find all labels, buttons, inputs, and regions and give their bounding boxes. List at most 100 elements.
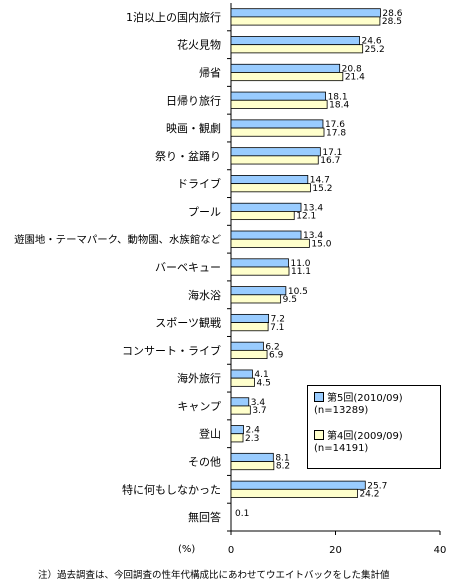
bar-s1-12 [230,341,264,351]
bar-s1-6 [230,175,309,185]
data-label-s1-7: 13.4 [303,203,323,213]
bar-s1-14 [230,397,250,407]
data-label-s1-4: 17.6 [325,120,345,130]
data-label-s1-14: 3.4 [251,398,266,408]
category-label-15: 登山 [199,427,221,441]
bar-s2-9 [230,266,290,276]
bar-s1-2 [230,63,341,73]
category-label-16: その他 [188,456,221,469]
legend: 第5回(2010/09) (n=13289) 第4回(2009/09) (n=1… [307,385,441,469]
bar-s2-5 [230,155,319,165]
bar-s2-1 [230,44,364,54]
data-label-s1-1: 24.6 [362,37,382,47]
data-label-s1-16: 8.1 [275,454,289,464]
category-label-14: キャンプ [177,400,221,413]
bar-s1-13 [230,369,253,379]
bar-s2-10 [230,294,282,304]
bar-s1-7 [230,202,302,212]
data-label-s1-3: 18.1 [328,92,348,102]
data-label-s1-11: 7.2 [271,315,285,325]
bar-s2-0 [230,16,381,26]
bar-s2-14 [230,405,251,415]
category-label-1: 花火見物 [177,38,221,52]
category-label-0: 1泊以上の国内旅行 [126,10,221,24]
bar-s1-3 [230,91,326,101]
category-label-8: 遊園地・テーマパーク、動物園、水族館など [14,233,221,246]
bar-s1-17 [230,480,366,490]
bar-s2-2 [230,72,344,82]
data-label-s2-9: 11.1 [291,267,311,277]
data-label-s1-8: 13.4 [303,231,323,241]
data-label-s2-14: 3.7 [252,406,266,416]
data-label-s1-17: 25.7 [367,481,387,491]
bar-s2-3 [230,99,328,109]
data-label-s1-10: 10.5 [288,287,308,297]
data-label-s1-13: 4.1 [254,370,268,380]
data-label-s2-12: 6.9 [269,351,284,361]
data-label-s2-8: 15.0 [311,239,331,249]
category-label-11: スポーツ観戦 [155,316,221,330]
data-label-s2-13: 4.5 [257,378,271,388]
data-label-s2-7: 12.1 [296,212,316,222]
category-label-12: コンサート・ライブ [122,343,221,357]
bar-s2-8 [230,238,310,248]
category-label-2: 帰省 [199,66,221,79]
legend-swatch-series-2 [314,430,324,440]
bar-s1-9 [230,258,289,268]
data-label-s1-0: 28.6 [382,9,402,19]
data-label-s2-17: 24.2 [359,490,379,500]
footnote: 注）過去調査は、今回調査の性年代構成比にあわせてウエイトバックをした集計値 [38,570,390,581]
category-label-7: プール [188,205,221,218]
category-label-4: 映画・観劇 [166,121,221,135]
data-label-s2-0: 28.5 [382,17,402,27]
bar-s2-15 [230,433,244,443]
data-label-s1-12: 6.2 [265,342,279,352]
data-label-s2-1: 25.2 [365,45,385,55]
bar-s2-13 [230,377,255,387]
bar-s1-5 [230,147,321,157]
category-label-18: 無回答 [188,510,221,524]
data-label-s1-9: 11.0 [290,259,310,269]
category-label-13: 海外旅行 [177,371,221,385]
data-label-s2-10: 9.5 [283,295,297,305]
category-label-6: ドライブ [177,177,221,191]
category-label-17: 特に何もしなかった [122,482,221,496]
bar-s2-7 [230,211,295,221]
data-label-s1-15: 2.4 [246,426,261,436]
bar-s1-10 [230,286,287,296]
bar-s1-0 [230,8,381,18]
data-label-s2-5: 16.7 [320,156,340,166]
data-label-s2-11: 7.1 [270,323,284,333]
legend-label-series-2: 第4回(2009/09) [327,431,403,442]
bar-s2-11 [230,322,269,332]
data-label-s1-5: 17.1 [322,148,342,158]
data-label-s2-4: 17.8 [326,128,346,138]
legend-sublabel-series-1: (n=13289) [314,405,369,416]
bar-s1-15 [230,425,244,435]
bar-s2-4 [230,127,325,137]
bar-s2-6 [230,183,311,193]
data-label-s1-2: 20.8 [342,64,362,74]
bar-s1-11 [230,313,270,323]
legend-sublabel-series-2: (n=14191) [314,443,369,454]
bar-s2-12 [230,349,268,359]
data-label-s2-16: 8.2 [276,462,290,472]
bar-s1-4 [230,119,324,129]
data-label-s2-3: 18.4 [329,100,349,110]
x-tick-label-1: 20 [329,545,342,556]
category-label-9: バーベキュー [155,261,221,274]
unit-label: (%) [178,544,196,555]
data-label-s1-6: 14.7 [310,176,330,186]
legend-swatch-series-1 [314,392,324,402]
data-label-s2-2: 21.4 [345,73,365,83]
bar-s2-16 [230,461,275,471]
category-label-3: 日帰り旅行 [166,93,221,107]
category-label-10: 海水浴 [188,288,221,302]
legend-label-series-1: 第5回(2010/09) [327,393,403,404]
x-tick-label-0: 0 [228,545,234,556]
bar-s1-1 [230,36,360,46]
bar-s1-8 [230,230,302,240]
legend-item-series-2: 第4回(2009/09) (n=14191) [314,430,403,455]
category-label-5: 祭り・盆踊り [155,149,221,163]
